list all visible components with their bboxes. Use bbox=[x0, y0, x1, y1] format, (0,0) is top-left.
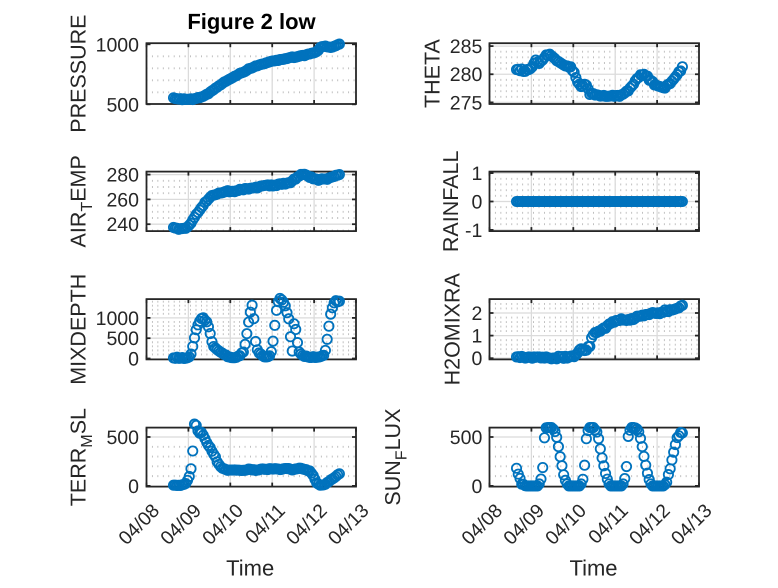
svg-text:RAINFALL: RAINFALL bbox=[439, 151, 463, 253]
svg-text:260: 260 bbox=[106, 189, 139, 211]
svg-text:2: 2 bbox=[471, 303, 482, 325]
svg-text:Time: Time bbox=[569, 556, 617, 581]
svg-text:240: 240 bbox=[106, 214, 139, 236]
svg-text:1000: 1000 bbox=[96, 308, 140, 330]
svg-text:500: 500 bbox=[106, 427, 139, 449]
svg-text:275: 275 bbox=[450, 92, 483, 114]
svg-text:0: 0 bbox=[471, 192, 482, 214]
svg-text:500: 500 bbox=[106, 328, 139, 350]
svg-text:1: 1 bbox=[471, 326, 482, 348]
svg-text:-1: -1 bbox=[465, 220, 482, 242]
svg-text:MIXDEPTH: MIXDEPTH bbox=[67, 274, 91, 385]
svg-text:Figure 2 low: Figure 2 low bbox=[187, 9, 316, 34]
svg-text:285: 285 bbox=[450, 36, 483, 58]
svg-text:PRESSURE: PRESSURE bbox=[67, 14, 91, 132]
svg-text:1000: 1000 bbox=[96, 34, 140, 56]
svg-text:THETA: THETA bbox=[421, 39, 445, 109]
svg-text:280: 280 bbox=[450, 64, 483, 86]
svg-text:H2OMIXRA: H2OMIXRA bbox=[441, 272, 465, 385]
svg-text:0: 0 bbox=[471, 476, 482, 498]
svg-text:0: 0 bbox=[128, 476, 139, 498]
svg-text:Time: Time bbox=[226, 556, 274, 581]
svg-text:0: 0 bbox=[128, 349, 139, 371]
svg-text:500: 500 bbox=[450, 427, 483, 449]
svg-text:1: 1 bbox=[471, 163, 482, 185]
svg-text:0: 0 bbox=[471, 348, 482, 370]
svg-text:280: 280 bbox=[106, 165, 139, 187]
svg-text:500: 500 bbox=[106, 94, 139, 116]
